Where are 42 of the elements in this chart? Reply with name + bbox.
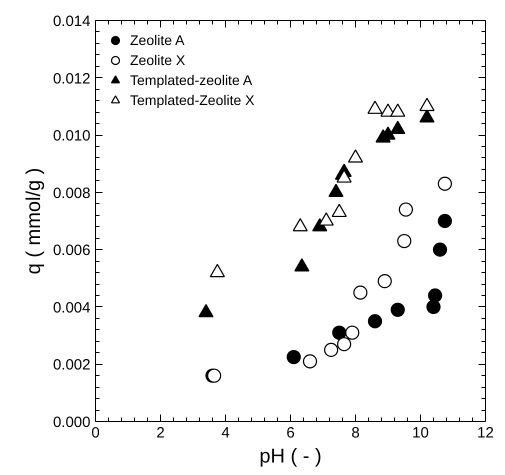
x-tick-label: 0 bbox=[91, 424, 100, 442]
y-axis-title: q ( mmol/g ) bbox=[22, 168, 45, 274]
legend-label: Templated-zeolite A bbox=[130, 72, 252, 88]
point bbox=[348, 149, 364, 163]
point bbox=[318, 212, 334, 226]
y-tick-label: 0.012 bbox=[52, 70, 91, 88]
point bbox=[419, 98, 435, 112]
y-tick-label: 0.002 bbox=[52, 356, 91, 374]
point bbox=[210, 264, 225, 278]
legend-label: Templated-Zeolite X bbox=[130, 92, 255, 108]
legend-label: Zeolite A bbox=[130, 32, 184, 48]
x-tick-label: 2 bbox=[156, 424, 165, 442]
x-tick-label: 10 bbox=[412, 424, 429, 442]
point bbox=[390, 103, 406, 117]
point bbox=[390, 120, 406, 134]
point bbox=[332, 204, 347, 218]
x-tick-label: 6 bbox=[286, 424, 295, 442]
point bbox=[336, 169, 352, 183]
y-tick-label: 0.000 bbox=[52, 414, 91, 431]
legend-label: Zeolite X bbox=[130, 52, 186, 68]
point bbox=[367, 100, 383, 114]
point bbox=[428, 288, 442, 303]
x-axis-title: pH ( - ) bbox=[259, 446, 322, 468]
point bbox=[332, 326, 346, 340]
y-tick-label: 0.014 bbox=[52, 13, 91, 30]
point bbox=[438, 214, 452, 228]
point bbox=[286, 350, 301, 364]
y-tick-label: 0.004 bbox=[52, 299, 91, 316]
point bbox=[294, 258, 310, 272]
x-tick-label: 4 bbox=[221, 424, 230, 442]
point bbox=[292, 218, 308, 232]
y-tick-label: 0.006 bbox=[52, 242, 91, 260]
point bbox=[328, 184, 344, 197]
y-tick-label: 0.010 bbox=[52, 128, 91, 145]
y-tick-label: 0.008 bbox=[52, 184, 91, 202]
x-tick-label: 8 bbox=[351, 424, 360, 442]
point bbox=[432, 242, 448, 257]
point bbox=[426, 300, 441, 314]
x-tick-label: 12 bbox=[477, 424, 494, 442]
point bbox=[390, 302, 405, 317]
point bbox=[368, 314, 382, 328]
point bbox=[419, 109, 435, 123]
